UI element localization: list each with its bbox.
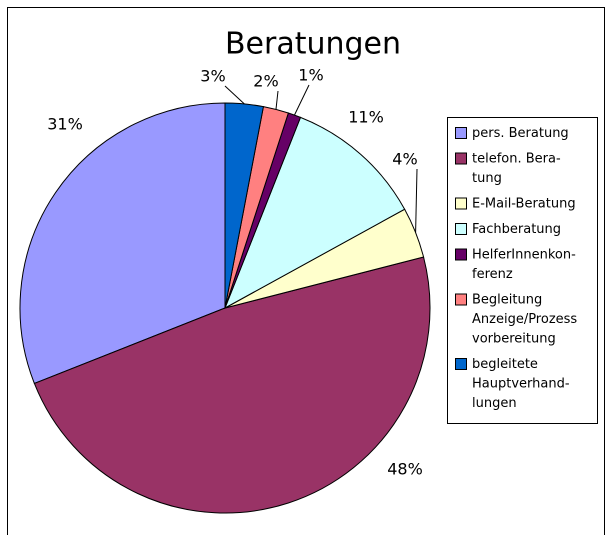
legend-label: E-Mail-Beratung: [472, 196, 576, 211]
pie-slice: [33, 256, 431, 514]
leader-line: [293, 84, 310, 116]
legend-label: pers. Beratung: [472, 126, 569, 141]
legend-swatch: [455, 358, 467, 370]
leader-line: [415, 168, 418, 233]
legend-swatch: [455, 223, 467, 235]
pie-slice: [224, 116, 406, 310]
legend-swatch: [455, 248, 467, 261]
legend-label: HelferInnenkon-ferenz: [472, 247, 576, 282]
data-label: 3%: [200, 67, 225, 86]
data-label: 31%: [47, 115, 83, 134]
data-label: 1%: [298, 66, 323, 85]
legend-label: telefon. Bera-tung: [472, 151, 561, 186]
legend-swatch: [455, 152, 467, 165]
data-label: 11%: [348, 108, 384, 127]
data-label: 4%: [392, 150, 417, 169]
legend-label: Begleitung Anzeige/Prozess vorbereitung: [472, 292, 577, 346]
legend-label: begleitete Hauptverhand-lungen: [472, 357, 570, 411]
pie-slice: [19, 102, 226, 385]
chart-title: Beratungen: [225, 27, 401, 62]
leader-line: [224, 85, 245, 105]
leader-line: [275, 90, 279, 110]
data-label: 2%: [253, 72, 278, 91]
legend-swatch: [455, 293, 467, 306]
legend-swatch: [455, 127, 467, 139]
legend-box: [447, 117, 598, 424]
legend-swatch: [455, 197, 467, 210]
data-label: 48%: [387, 460, 423, 479]
legend-label: Fachberatung: [472, 222, 561, 237]
